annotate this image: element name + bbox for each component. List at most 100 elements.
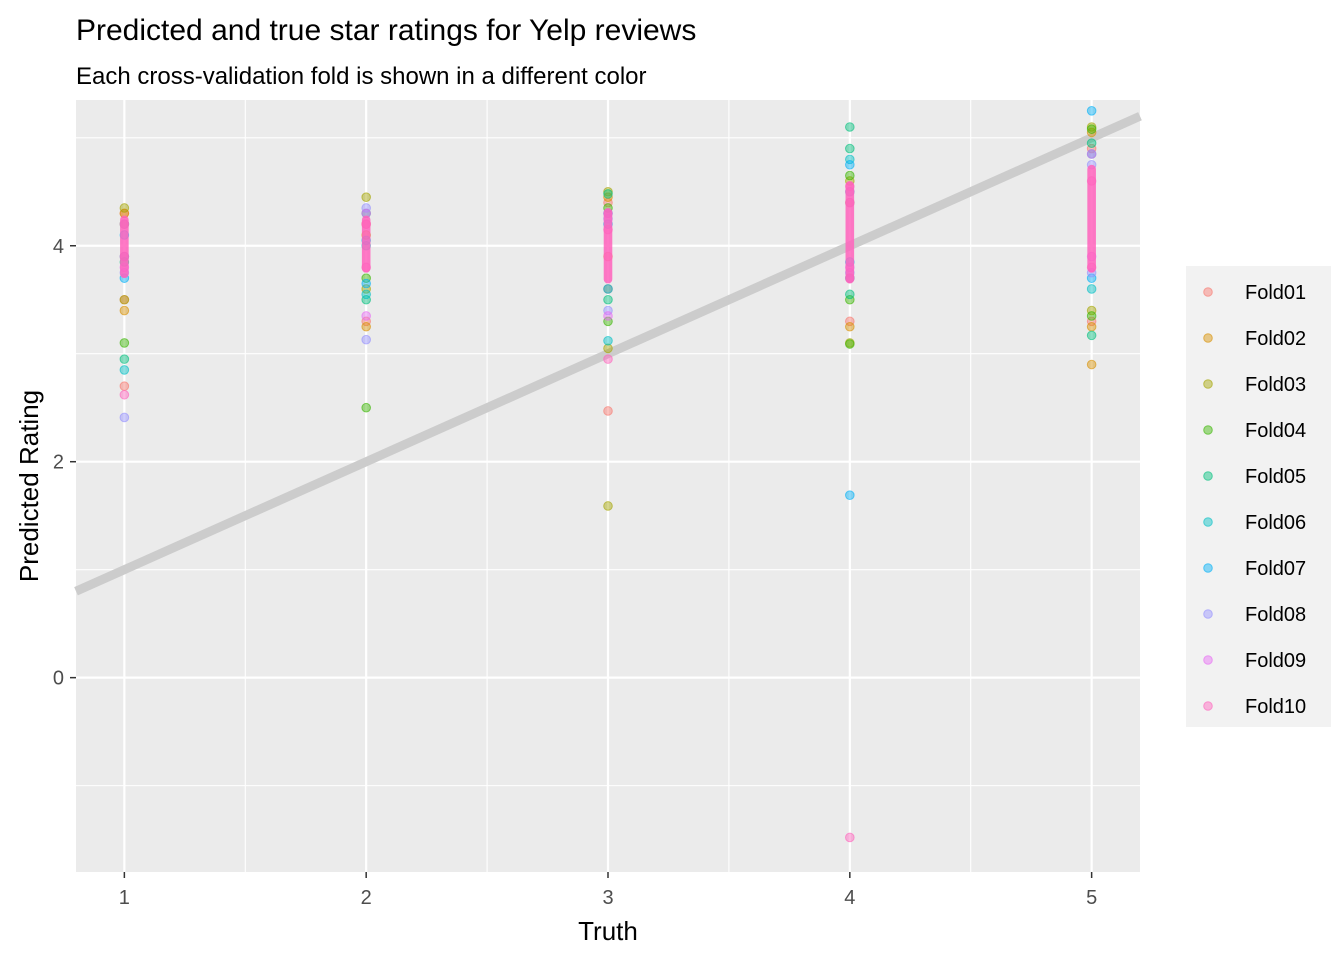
data-point bbox=[1086, 138, 1097, 148]
dense-point-band bbox=[361, 215, 371, 273]
legend-label: Fold06 bbox=[1245, 512, 1306, 534]
dense-point-band bbox=[1087, 164, 1096, 273]
data-point bbox=[845, 154, 855, 165]
x-tick-label: 5 bbox=[1086, 887, 1097, 909]
legend-label: Fold07 bbox=[1245, 558, 1306, 580]
data-point bbox=[603, 311, 613, 321]
data-point bbox=[1086, 149, 1097, 159]
legend-label: Fold02 bbox=[1245, 328, 1306, 350]
legend-label: Fold08 bbox=[1245, 604, 1306, 626]
dense-point-band bbox=[603, 207, 613, 284]
data-point bbox=[603, 343, 613, 354]
data-point bbox=[845, 294, 855, 305]
data-point bbox=[361, 278, 371, 289]
data-point bbox=[603, 406, 613, 416]
reference-line-layer bbox=[74, 112, 1142, 596]
data-point bbox=[119, 365, 130, 375]
legend-label: Fold04 bbox=[1245, 420, 1306, 442]
data-point bbox=[845, 321, 855, 332]
chart-title: Predicted and true star ratings for Yelp… bbox=[76, 14, 696, 47]
data-point bbox=[361, 289, 371, 300]
legend-key bbox=[1203, 701, 1213, 711]
data-point bbox=[845, 122, 855, 132]
legend-label: Fold09 bbox=[1245, 650, 1306, 672]
data-point bbox=[361, 321, 371, 332]
legend-key bbox=[1203, 517, 1213, 527]
data-point bbox=[361, 316, 371, 327]
data-point bbox=[361, 334, 371, 345]
data-point bbox=[845, 316, 855, 327]
data-point bbox=[119, 305, 130, 316]
data-point bbox=[845, 832, 855, 843]
legend-key bbox=[1203, 425, 1213, 435]
y-tick-label: 0 bbox=[53, 668, 64, 690]
data-point bbox=[845, 159, 855, 170]
x-tick-label: 4 bbox=[844, 887, 855, 909]
data-point bbox=[119, 389, 130, 400]
data-point bbox=[1086, 143, 1097, 154]
data-point bbox=[119, 338, 130, 348]
data-point bbox=[1086, 273, 1097, 283]
data-point bbox=[1086, 127, 1097, 138]
data-point bbox=[119, 203, 130, 213]
x-axis-title: Truth bbox=[578, 916, 638, 946]
x-tick-label: 1 bbox=[119, 887, 130, 909]
reference-line bbox=[74, 112, 1142, 596]
data-point bbox=[845, 289, 855, 300]
x-tick-label: 2 bbox=[361, 887, 372, 909]
data-point bbox=[603, 192, 613, 202]
legend: Fold01 Fold02 Fold03 Fold04 Fold05 Fold06 Fold… bbox=[1203, 282, 1306, 718]
x-tick-label: 3 bbox=[602, 887, 613, 909]
legend-label: Fold01 bbox=[1245, 282, 1306, 304]
data-point bbox=[845, 170, 855, 181]
data-point bbox=[1086, 330, 1097, 341]
legend-key bbox=[1203, 655, 1213, 665]
data-point bbox=[603, 294, 613, 305]
data-point bbox=[361, 203, 371, 213]
data-point bbox=[603, 316, 613, 327]
points-layer bbox=[119, 105, 1097, 843]
legend-key bbox=[1203, 609, 1213, 619]
data-point bbox=[119, 381, 130, 391]
legend-label: Fold10 bbox=[1245, 696, 1306, 718]
data-point bbox=[1086, 122, 1097, 132]
legend-box bbox=[1186, 266, 1331, 727]
data-point bbox=[361, 294, 371, 305]
series-fold05 bbox=[119, 122, 1097, 364]
data-point bbox=[119, 412, 130, 423]
data-point bbox=[1086, 359, 1097, 370]
data-point bbox=[361, 273, 371, 283]
data-point bbox=[603, 186, 613, 197]
y-axis-title: Predicted Rating bbox=[14, 390, 44, 582]
y-tick-label: 4 bbox=[53, 236, 64, 258]
legend-key bbox=[1203, 471, 1213, 481]
legend-key bbox=[1203, 563, 1213, 573]
dense-point-band bbox=[845, 180, 855, 284]
data-point bbox=[1086, 105, 1097, 116]
legend-key bbox=[1203, 379, 1213, 389]
dense-point-band bbox=[120, 215, 129, 279]
data-point bbox=[361, 311, 371, 321]
data-point bbox=[603, 501, 613, 511]
data-point bbox=[361, 192, 371, 202]
data-point bbox=[845, 143, 855, 154]
legend-label: Fold03 bbox=[1245, 374, 1306, 396]
data-point bbox=[1086, 316, 1097, 327]
data-point bbox=[1086, 124, 1097, 134]
data-point bbox=[119, 294, 130, 305]
data-point bbox=[603, 335, 613, 346]
axes: 1 2 3 4 5 0 2 4 bbox=[53, 236, 1097, 909]
legend-key bbox=[1203, 333, 1213, 343]
data-point bbox=[1086, 311, 1097, 321]
legend-label: Fold05 bbox=[1245, 466, 1306, 488]
y-tick-label: 2 bbox=[53, 452, 64, 474]
series-fold03 bbox=[119, 122, 1097, 511]
data-point bbox=[1086, 305, 1097, 316]
data-point bbox=[603, 189, 613, 199]
data-point bbox=[1086, 321, 1097, 332]
chart-subtitle: Each cross-validation fold is shown in a… bbox=[76, 63, 647, 90]
legend-key bbox=[1203, 287, 1213, 297]
data-point bbox=[845, 339, 855, 349]
